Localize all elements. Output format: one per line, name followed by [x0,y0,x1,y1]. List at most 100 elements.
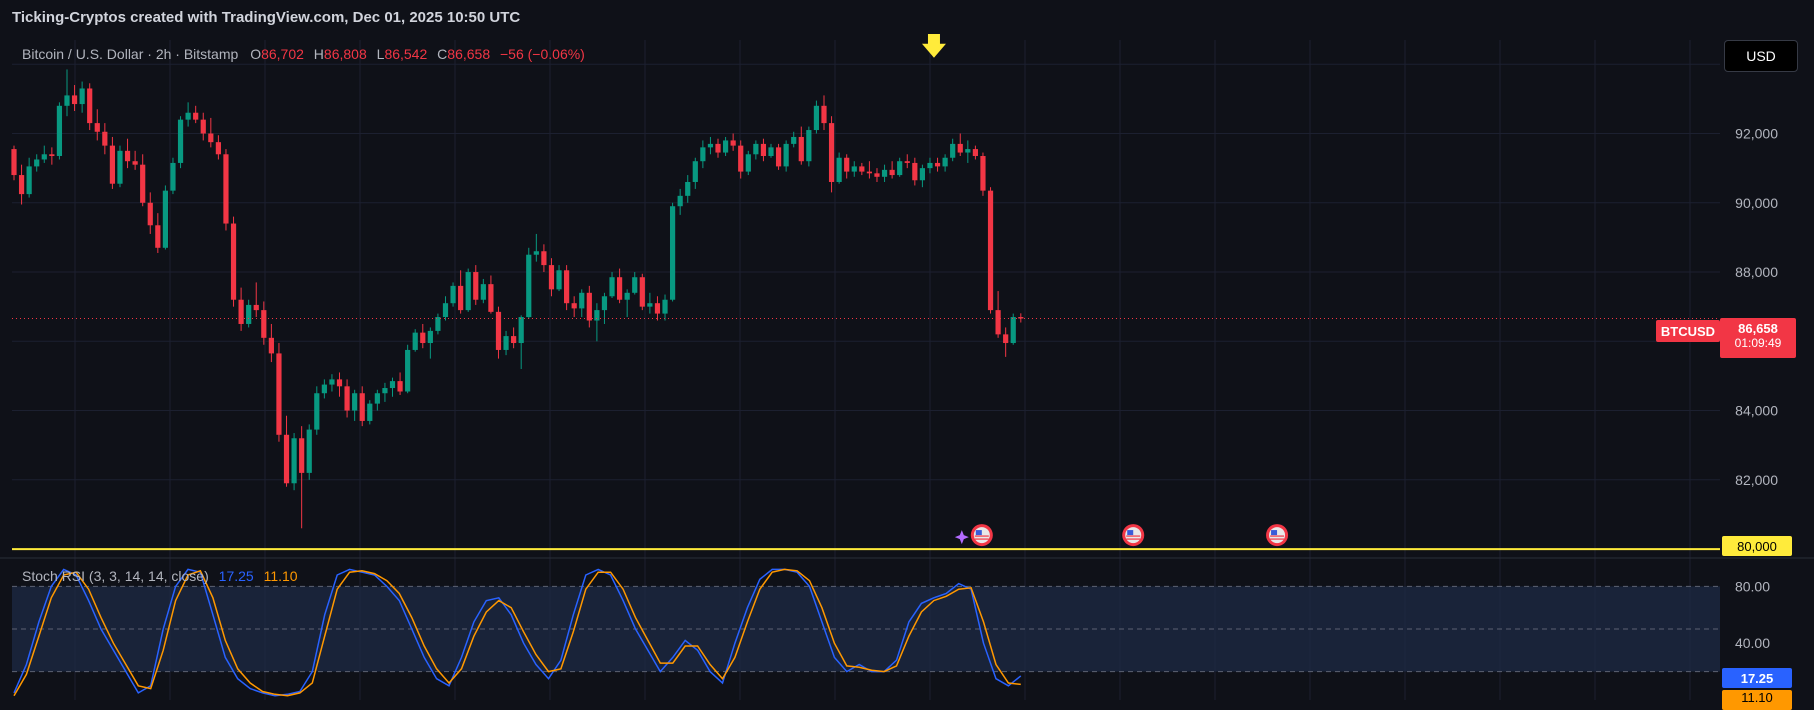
candle-body [912,162,918,181]
candle-body [64,95,70,106]
candle-body [942,157,948,167]
candle-body [821,105,827,124]
candle-body [889,169,895,176]
candle-body [927,162,933,169]
price-chart-svg[interactable]: 94,00092,00090,00088,00084,00082,00080.0… [0,34,1814,700]
candle-body [435,317,441,331]
candle-body [94,123,100,132]
bar-countdown: 01:09:49 [1734,336,1782,350]
candle-body [1018,317,1024,319]
candle-body [722,140,729,153]
candle-body [405,349,411,392]
support-level-tag: 80,000 [1722,536,1792,556]
rsi-axis-tick: 40.00 [1735,635,1770,651]
candle-body [465,272,471,311]
candle-body [715,143,721,153]
price-axis-tick: 84,000 [1735,403,1778,419]
candle-body [359,393,365,421]
candle-body [397,381,403,392]
last-price-tag: 86,658 01:09:49 [1720,318,1796,358]
candle-body [950,143,956,158]
candle-body [276,353,282,435]
low-label: L [376,46,385,62]
candle-body [480,284,486,300]
price-axis-tick: 92,000 [1735,126,1778,142]
candle-body [738,145,744,172]
candle-body [874,173,880,177]
candle-body [246,304,252,324]
open-value: 86,702 [261,46,304,62]
candle-body [155,225,161,248]
candle-body [692,161,698,182]
candle-body [586,292,592,321]
candle-body [624,292,630,300]
candle-body [283,434,290,484]
candle-body [654,303,661,314]
candle-body [352,393,358,411]
candle-body [230,223,237,300]
candle-body [897,161,903,176]
candle-body [813,105,820,131]
candle-body [389,381,396,389]
price-axis-tick: 88,000 [1735,264,1778,280]
candle-body [798,136,804,162]
candle-body [511,336,517,344]
candle-body [700,147,706,162]
candle-body [1003,334,1009,344]
candle-body [261,310,267,338]
candle-body [306,429,312,473]
candle-body [132,161,138,165]
candle-body [374,393,380,404]
candle-body [844,157,850,172]
candle-body [495,311,502,350]
candle-body [314,393,320,430]
candle-body [866,171,873,174]
flag-icon-canton [1127,530,1134,536]
candle-body [291,438,297,484]
candle-body [987,190,994,311]
currency-button[interactable]: USD [1724,40,1798,72]
candle-body [647,303,653,307]
candle-body [1010,317,1016,344]
flag-icon-canton [975,530,982,536]
rsi-k-line [13,568,1022,697]
candle-body [995,310,1001,335]
candle-body [760,143,767,157]
candle-body [662,299,668,314]
candle-body [579,292,585,309]
candle-body [556,270,562,290]
candle-body [329,379,335,385]
candle-body [102,131,108,146]
candle-body [223,154,229,224]
candle-body [79,88,85,105]
header-bar: Ticking-Cryptos created with TradingView… [0,0,1814,35]
candle-body [412,332,418,350]
candle-body [11,149,17,176]
candle-body [18,175,25,195]
candle-body [193,112,199,120]
candle-body [934,162,941,167]
candle-body [768,147,774,157]
candle-body [268,337,274,354]
candle-body [427,330,433,344]
open-label: O [250,46,262,62]
candle-body [71,95,78,105]
chart-area[interactable]: 94,00092,00090,00088,00084,00082,00080.0… [0,34,1814,700]
candle-body [473,272,479,300]
rsi-k-value: 17.25 [218,568,254,584]
candle-body [904,161,910,163]
candle-body [919,168,925,181]
candle-body [617,277,623,300]
candle-body [533,251,539,255]
low-value: 86,542 [384,46,428,62]
ohlc-legend: Bitcoin / U.S. Dollar · 2h · Bitstamp O8… [22,46,585,62]
candle-body [147,202,153,226]
candle-body [594,310,600,321]
price-axis-tick: 82,000 [1735,472,1778,488]
candle-body [299,438,305,473]
rsi-legend: Stoch RSI (3, 3, 14, 14, close) 17.25 11… [22,568,298,584]
candle-body [632,277,638,293]
candle-body [253,304,259,311]
candle-body [321,384,327,394]
candle-body [117,150,123,184]
